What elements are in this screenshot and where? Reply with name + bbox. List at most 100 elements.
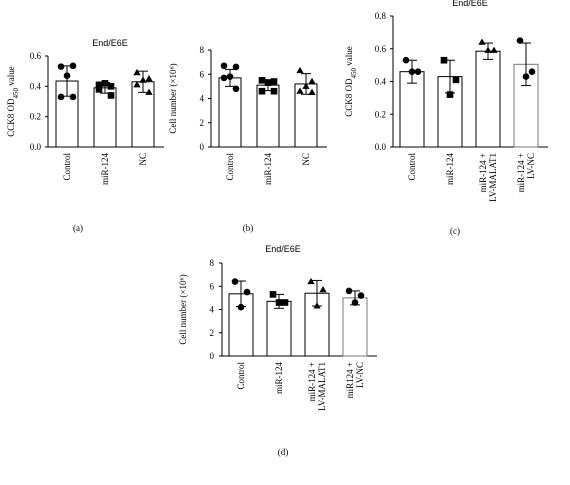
data-point (231, 278, 239, 285)
y-tick-label: 8 (210, 258, 215, 268)
chart-title: End/E6E (265, 244, 301, 254)
y-tick-label: 0.2 (375, 109, 386, 119)
data-point (220, 62, 228, 70)
data-point (133, 68, 141, 76)
x-tick-label: miR-124 + (516, 153, 526, 192)
y-tick-label: 0.2 (30, 112, 41, 122)
data-point (528, 68, 536, 75)
data-point (302, 82, 310, 89)
data-point (226, 73, 234, 80)
y-tick-label: 0.6 (375, 44, 387, 54)
y-tick-label: 2 (210, 328, 215, 338)
data-point (270, 78, 278, 85)
bar-mir-124 (266, 300, 292, 357)
x-tick-label: Control (236, 362, 246, 390)
chart-panel-b: 0 2 4 6 8 Cell number (×10⁶) Control miR-124 NC (… (168, 45, 327, 233)
data-point (522, 73, 530, 80)
y-tick-label: 6 (200, 69, 205, 79)
data-point (313, 302, 321, 309)
bar-control (399, 71, 425, 148)
data-point (95, 86, 103, 93)
y-tick-label: 4 (210, 305, 215, 315)
data-point (446, 91, 454, 98)
data-point (133, 81, 141, 88)
x-tick-label: LV-NC (526, 153, 536, 179)
chart-title: End/E6E (452, 0, 488, 8)
panel-label: (c) (450, 226, 460, 236)
data-point (57, 63, 65, 70)
x-tick-label: miR-124 (274, 362, 284, 395)
data-point (307, 277, 315, 285)
y-tick-label: 0.4 (375, 77, 387, 87)
data-point (351, 299, 359, 306)
data-point (357, 292, 365, 299)
data-point (281, 299, 289, 306)
x-tick-label: miR124 + (345, 362, 355, 398)
x-tick-label: miR-124 + (478, 153, 488, 192)
data-point (101, 80, 109, 87)
chart-panel-c: 0.0 0.2 0.4 0.6 0.8 CCK8 OD450 value End/E6E Co… (344, 0, 548, 236)
data-point (490, 46, 498, 53)
data-point (57, 93, 65, 101)
y-tick-label: 0.8 (375, 11, 387, 21)
data-point (440, 56, 448, 64)
panel-label: (a) (73, 223, 83, 233)
data-point (95, 81, 103, 89)
y-tick-label: 0 (210, 351, 215, 361)
data-point (264, 79, 272, 87)
x-tick-label: LV-MALAT1 (317, 362, 327, 411)
data-point (237, 303, 245, 311)
data-point (107, 83, 115, 90)
data-point (232, 63, 240, 71)
data-point (69, 62, 77, 70)
y-axis-title: Cell number (×10⁶) (178, 274, 188, 344)
data-point (145, 74, 153, 82)
x-tick-label: miR-124 + (307, 362, 317, 401)
data-point (402, 56, 410, 64)
data-point (478, 38, 486, 45)
y-tick-label: 0.4 (30, 81, 42, 91)
x-tick-label: NC (138, 153, 148, 166)
chart-panel-a: 0.0 0.2 0.4 0.6 CCK8 OD450 value End/E6E Contr… (6, 38, 164, 233)
x-tick-label: LV-MALAT1 (488, 153, 498, 202)
y-tick-label: 0.0 (375, 142, 387, 152)
x-tick-label: miR-124 (445, 153, 455, 186)
panel-label: (d) (278, 447, 289, 457)
data-point (139, 76, 147, 83)
data-point (145, 88, 153, 95)
data-point (69, 93, 77, 101)
y-axis-title: Cell number (×10⁶) (168, 63, 178, 133)
x-tick-label: Control (407, 153, 417, 181)
data-point (516, 37, 524, 44)
data-point (414, 68, 422, 75)
data-point (296, 87, 304, 94)
data-point (107, 92, 115, 99)
y-axis-title: CCK8 OD450 value (344, 46, 358, 117)
y-tick-label: 6 (210, 281, 215, 291)
y-tick-label: 0.6 (30, 51, 42, 61)
x-tick-label: miR-124 (100, 153, 110, 186)
data-point (319, 285, 327, 293)
data-point (270, 87, 278, 95)
y-axis-title: CCK8 OD450 value (6, 66, 20, 137)
data-point (63, 72, 71, 80)
x-tick-label: Control (225, 153, 235, 181)
data-point (408, 68, 416, 75)
data-point (296, 66, 304, 74)
x-tick-label: NC (301, 153, 311, 166)
y-tick-label: 0.0 (30, 142, 42, 152)
data-point (269, 291, 277, 298)
data-point (232, 85, 240, 93)
panel-label: (b) (243, 223, 254, 233)
data-point (345, 287, 353, 295)
bar-mir124-lv-nc (342, 297, 368, 357)
chart-title: End/E6E (92, 38, 128, 48)
chart-panel-d: 0 2 4 6 8 Cell number (×10⁶) End/E6E Control miR… (178, 244, 377, 457)
data-point (220, 74, 228, 82)
data-point (243, 288, 251, 296)
y-tick-label: 0 (200, 142, 205, 152)
data-point (452, 76, 460, 84)
data-point (275, 299, 283, 306)
data-point (258, 77, 266, 84)
